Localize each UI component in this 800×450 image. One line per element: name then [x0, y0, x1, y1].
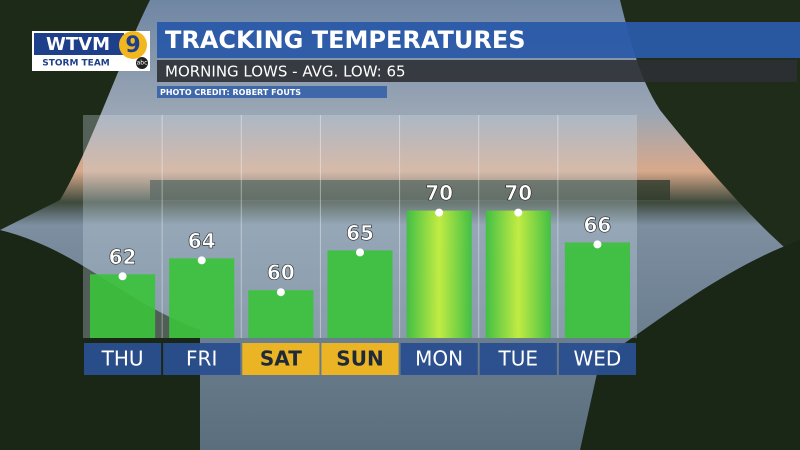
day-label-box — [163, 343, 241, 375]
bar — [485, 210, 551, 338]
x-tick-label: SAT — [260, 347, 302, 371]
network-label: abc — [137, 60, 148, 67]
value-dot — [276, 288, 285, 297]
x-tick-label: WED — [574, 347, 622, 371]
day-label-box — [321, 343, 399, 375]
logo-station: WTVM — [46, 34, 110, 55]
title-bar — [157, 22, 800, 58]
x-tick-label: THU — [101, 347, 144, 371]
value-label: 62 — [109, 245, 137, 269]
value-label: 66 — [584, 213, 612, 237]
bar — [248, 290, 314, 338]
chart-title: TRACKING TEMPERATURES — [165, 26, 526, 54]
bar — [406, 210, 472, 338]
x-tick-label: MON — [415, 347, 463, 371]
subtitle-bar — [157, 60, 797, 82]
network-badge — [136, 57, 148, 69]
logo-team: STORM TEAM — [42, 59, 110, 69]
value-dot — [593, 240, 602, 249]
value-dot — [356, 248, 364, 257]
day-label-box — [400, 343, 478, 375]
photo-credit: PHOTO CREDIT: ROBERT FOUTS — [160, 88, 301, 97]
value-label: 60 — [267, 261, 295, 285]
logo-band — [34, 33, 124, 55]
tree-foliage — [580, 240, 800, 450]
day-label-box — [242, 343, 320, 375]
day-label-box — [479, 343, 557, 375]
value-dot — [514, 208, 523, 217]
credit-bar — [157, 86, 387, 98]
bar — [169, 258, 235, 338]
value-label: 65 — [346, 221, 374, 245]
bar — [564, 242, 630, 338]
x-tick-label: SUN — [336, 347, 383, 371]
day-label-box — [558, 343, 636, 375]
value-label: 64 — [188, 229, 216, 253]
logo-nine-badge — [119, 31, 147, 59]
value-label: 70 — [504, 181, 532, 205]
value-dot — [435, 208, 444, 217]
logo-channel: 9 — [125, 33, 140, 58]
treeline — [150, 180, 670, 200]
bar — [327, 250, 393, 338]
bar — [90, 274, 156, 338]
x-tick-label: FRI — [186, 347, 217, 371]
bar-chart: 62 THU 64 FRI 60 SAT 65 SUN 70 MON 70 TUE 66 WED — [83, 115, 637, 375]
value-dot — [197, 256, 206, 265]
value-dot — [118, 272, 127, 281]
day-label-box — [84, 343, 162, 375]
value-label: 70 — [425, 181, 453, 205]
chart-subtitle: MORNING LOWS - AVG. LOW: 65 — [165, 63, 406, 81]
x-tick-label: TUE — [498, 347, 539, 371]
tree-foliage — [0, 230, 200, 450]
